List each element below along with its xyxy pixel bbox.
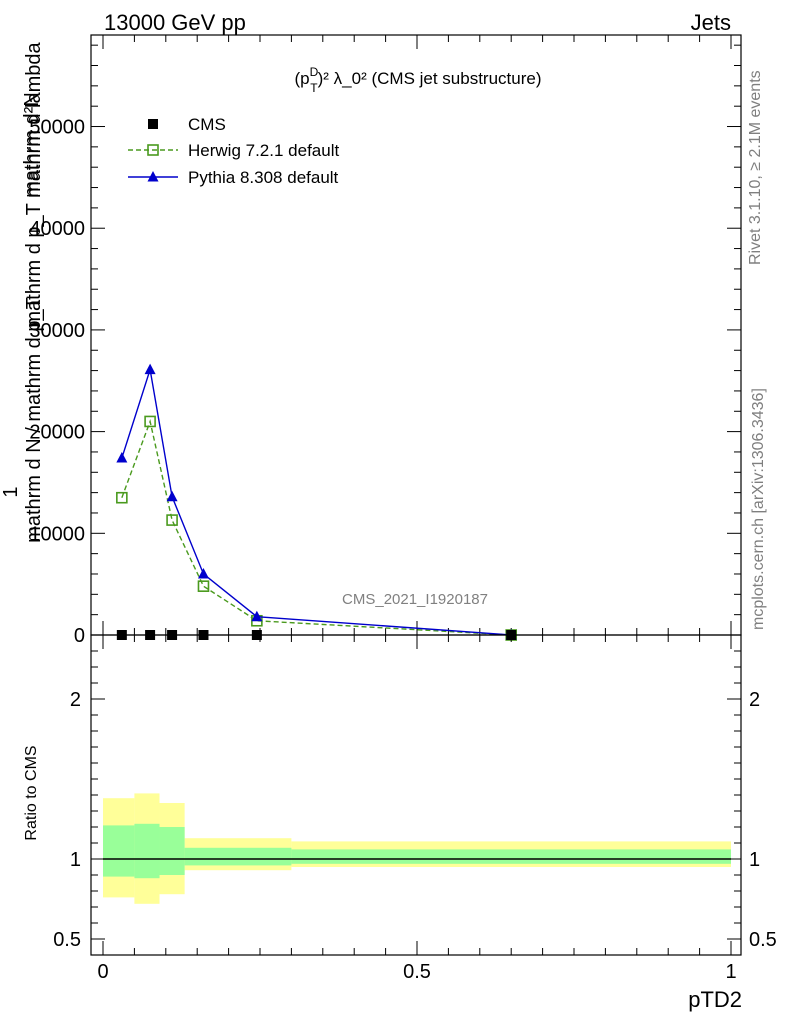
legend-marker bbox=[147, 171, 159, 182]
ratio-y-axis-label: Ratio to CMS bbox=[23, 745, 40, 840]
ratio-y-tick-label-left: 0.5 bbox=[53, 929, 81, 951]
y-tick-label: 50000 bbox=[29, 117, 85, 139]
inner-uncertainty-band bbox=[103, 825, 135, 877]
inner-uncertainty-band bbox=[184, 847, 292, 866]
data-point bbox=[144, 415, 156, 428]
series-line bbox=[121, 418, 512, 636]
legend-entry-label: CMS bbox=[188, 115, 226, 134]
data-point bbox=[116, 491, 128, 504]
ratio-y-tick-label-left: 1 bbox=[70, 849, 81, 871]
y-axis-label-line2: mathrm d p_T mathrm d lambda bbox=[23, 41, 45, 327]
x-axis-label: pTD2 bbox=[688, 987, 742, 1012]
mcplots-side-label: mcplots.cern.ch [arXiv:1306.3436] bbox=[750, 388, 767, 630]
legend: CMS Herwig 7.2.1 default Pythia 8.308 defa… bbox=[128, 115, 339, 187]
legend-marker bbox=[148, 119, 158, 129]
inner-uncertainty-band bbox=[291, 849, 731, 864]
legend-marker bbox=[147, 144, 159, 156]
y-axis-label-line3: 1 bbox=[0, 486, 22, 497]
legend-entry-label: Herwig 7.2.1 default bbox=[188, 141, 339, 160]
ratio-panel: 0.5 0.5 1 1 2 2 0 0.5 1 Ratio to CMS pTD2 bbox=[23, 634, 777, 1012]
data-point bbox=[251, 610, 263, 622]
x-tick-label: 0 bbox=[97, 961, 108, 983]
ratio-plot-frame bbox=[90, 634, 742, 956]
ratio-y-tick-label-right: 0.5 bbox=[749, 929, 777, 951]
data-point bbox=[116, 452, 128, 463]
y-tick-label: 20000 bbox=[29, 422, 85, 444]
y-tick-label: 0 bbox=[74, 625, 85, 647]
data-point bbox=[166, 490, 178, 502]
inner-uncertainty-band bbox=[134, 823, 160, 879]
inner-uncertainty-band bbox=[159, 827, 185, 875]
ratio-y-tick-label-left: 2 bbox=[70, 689, 81, 711]
y-tick-label: 30000 bbox=[29, 320, 85, 342]
ratio-y-tick-label-right: 1 bbox=[749, 849, 760, 871]
data-point bbox=[166, 514, 178, 526]
analysis-watermark: CMS_2021_I1920187 bbox=[342, 591, 488, 608]
x-tick-label: 1 bbox=[725, 961, 736, 983]
rivet-side-label: Rivet 3.1.10, ≥ 2.1M events bbox=[747, 70, 764, 265]
y-axis-label-line4: mathrm d N / mathrm d p_T bbox=[23, 297, 45, 543]
ratio-y-tick-label-right: 2 bbox=[749, 689, 760, 711]
legend-entry-label: Pythia 8.308 default bbox=[188, 168, 339, 187]
main-plot-title: (pD T)² λ_0² (CMS jet substructure) bbox=[294, 65, 541, 95]
y-tick-label: 10000 bbox=[29, 523, 85, 545]
data-point bbox=[197, 567, 209, 579]
header-left: 13000 GeV pp bbox=[104, 10, 246, 35]
main-panel: (pD T)² λ_0² (CMS jet substructure) CMS_2… bbox=[0, 34, 742, 647]
y-axis-label-line1: mathrm d²N bbox=[21, 92, 43, 198]
data-point bbox=[144, 363, 156, 375]
data-point bbox=[197, 580, 210, 592]
x-tick-label: 0.5 bbox=[403, 961, 431, 983]
y-tick-label: 40000 bbox=[29, 218, 85, 240]
series-line bbox=[121, 369, 512, 636]
header-right: Jets bbox=[691, 10, 731, 35]
